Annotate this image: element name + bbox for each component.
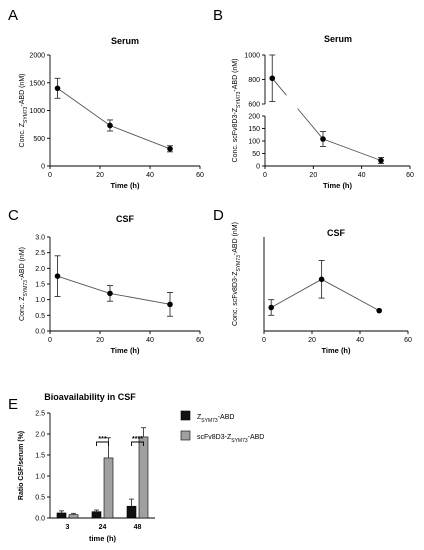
panel-title-B: Serum bbox=[324, 34, 352, 44]
data-point-A bbox=[107, 122, 113, 129]
x-tick-label-C: 20 bbox=[96, 337, 104, 344]
data-point-C bbox=[54, 273, 61, 279]
legend-label-E: scFv8D3-ZSYM73-ABD bbox=[197, 434, 264, 444]
panel-title-A: Serum bbox=[111, 36, 139, 46]
x-tick-label-A: 0 bbox=[48, 172, 52, 179]
y-axis-label-B: Conc. scFv8D3-ZSYM73-ABD (nM) bbox=[232, 59, 242, 163]
y-tick-label-E: 2.0 bbox=[35, 432, 45, 439]
bar-E bbox=[138, 436, 149, 519]
panel-title-C: CSF bbox=[116, 214, 135, 224]
y-tick-label-B-lower: 0 bbox=[256, 164, 260, 171]
y-tick-label-E: 0.0 bbox=[35, 516, 45, 523]
legend-swatch-E bbox=[180, 410, 191, 421]
series-line-B bbox=[271, 77, 287, 96]
y-tick-label-A: 2000 bbox=[29, 53, 45, 60]
significance-bracket-E bbox=[96, 441, 109, 446]
panel-label-E: E bbox=[8, 396, 18, 413]
y-tick-label-C: 2.0 bbox=[35, 266, 45, 273]
panel-label-D: D bbox=[213, 207, 224, 224]
x-tick-label-C: 40 bbox=[146, 337, 154, 344]
x-tick-label-B: 0 bbox=[263, 172, 267, 179]
panel-label-C: C bbox=[8, 207, 19, 224]
y-tick-label-B-upper: 600 bbox=[248, 102, 260, 109]
x-tick-label-A: 40 bbox=[146, 172, 154, 179]
y-tick-label-C: 3.0 bbox=[35, 235, 45, 242]
x-tick-label-D: 60 bbox=[404, 337, 412, 344]
data-point-D bbox=[376, 307, 383, 314]
x-axis-label-D: Time (h) bbox=[321, 346, 351, 355]
y-tick-label-E: 0.5 bbox=[35, 495, 45, 502]
x-tick-label-A: 60 bbox=[196, 172, 204, 179]
x-tick-label-B: 40 bbox=[358, 172, 366, 179]
x-tick-label-E: 24 bbox=[99, 524, 107, 531]
x-axis-label-A: Time (h) bbox=[110, 181, 140, 190]
panel-label-A: A bbox=[8, 7, 18, 24]
y-tick-label-B-lower: 200 bbox=[248, 114, 260, 121]
y-axis-label-A: Conc. ZSYM73-ABD (nM) bbox=[19, 74, 29, 148]
x-tick-label-B: 20 bbox=[309, 172, 317, 179]
significance-bracket-E bbox=[131, 441, 144, 446]
legend-swatch-E bbox=[180, 430, 191, 441]
x-tick-label-A: 20 bbox=[96, 172, 104, 179]
y-tick-label-A: 1500 bbox=[29, 80, 45, 87]
panel-title-E: Bioavailability in CSF bbox=[44, 392, 136, 402]
bar-E bbox=[126, 505, 137, 519]
x-axis-label-B: Time (h) bbox=[323, 181, 353, 190]
y-tick-label-B-lower: 150 bbox=[248, 126, 260, 133]
panel-title-D: CSF bbox=[327, 228, 346, 238]
y-tick-label-E: 1.0 bbox=[35, 474, 45, 481]
y-tick-label-B-upper: 800 bbox=[248, 77, 260, 84]
y-tick-label-A: 1000 bbox=[29, 108, 45, 115]
series-line-B bbox=[297, 108, 382, 161]
y-tick-label-C: 1.5 bbox=[35, 282, 45, 289]
data-point-D bbox=[268, 304, 275, 311]
data-point-B bbox=[269, 75, 276, 82]
y-tick-label-C: 2.5 bbox=[35, 250, 45, 257]
data-point-A bbox=[54, 85, 61, 92]
bar-E bbox=[103, 457, 114, 519]
data-point-C bbox=[167, 301, 173, 308]
data-point-B bbox=[378, 157, 384, 164]
bar-E bbox=[56, 512, 67, 519]
y-axis-label-D: Conc. scFv8D3-ZSYM73-ABD (nM) bbox=[232, 222, 242, 326]
significance-label-E: **** bbox=[132, 436, 143, 443]
y-tick-label-B-lower: 50 bbox=[252, 151, 260, 158]
x-tick-label-D: 20 bbox=[308, 337, 316, 344]
data-point-B bbox=[320, 136, 326, 142]
y-tick-label-C: 0.0 bbox=[35, 329, 45, 336]
x-tick-label-D: 40 bbox=[356, 337, 364, 344]
data-point-A bbox=[167, 145, 173, 152]
x-tick-label-B: 60 bbox=[406, 172, 414, 179]
significance-label-E: *** bbox=[98, 436, 106, 443]
y-tick-label-B-lower: 100 bbox=[248, 139, 260, 146]
data-point-D bbox=[318, 276, 325, 283]
x-tick-label-C: 0 bbox=[48, 337, 52, 344]
y-tick-label-E: 2.5 bbox=[35, 411, 45, 418]
bar-E bbox=[68, 514, 79, 519]
y-axis-label-E: Ratio CSF/serum (%) bbox=[18, 431, 25, 500]
x-axis-label-E: time (h) bbox=[89, 534, 117, 543]
series-line-A bbox=[57, 87, 171, 150]
y-tick-label-B-upper: 1000 bbox=[244, 53, 260, 60]
x-tick-label-C: 60 bbox=[196, 337, 204, 344]
y-tick-label-E: 1.5 bbox=[35, 453, 45, 460]
y-tick-label-A: 500 bbox=[33, 136, 45, 143]
y-tick-label-C: 1.0 bbox=[35, 297, 45, 304]
x-tick-label-E: 3 bbox=[66, 524, 70, 531]
series-line-C bbox=[57, 275, 171, 305]
x-tick-label-E: 48 bbox=[134, 524, 142, 531]
x-axis-label-C: Time (h) bbox=[110, 346, 140, 355]
y-tick-label-A: 0 bbox=[41, 164, 45, 171]
panel-label-B: B bbox=[213, 7, 223, 24]
x-tick-label-D: 0 bbox=[262, 337, 266, 344]
y-axis-label-C: Conc. ZSYM73-ABD (nM) bbox=[19, 247, 29, 321]
series-line-D bbox=[270, 278, 380, 312]
bar-E bbox=[91, 511, 102, 519]
legend-label-E: ZSYM73-ABD bbox=[197, 414, 234, 424]
y-tick-label-C: 0.5 bbox=[35, 313, 45, 320]
data-point-C bbox=[107, 290, 113, 297]
